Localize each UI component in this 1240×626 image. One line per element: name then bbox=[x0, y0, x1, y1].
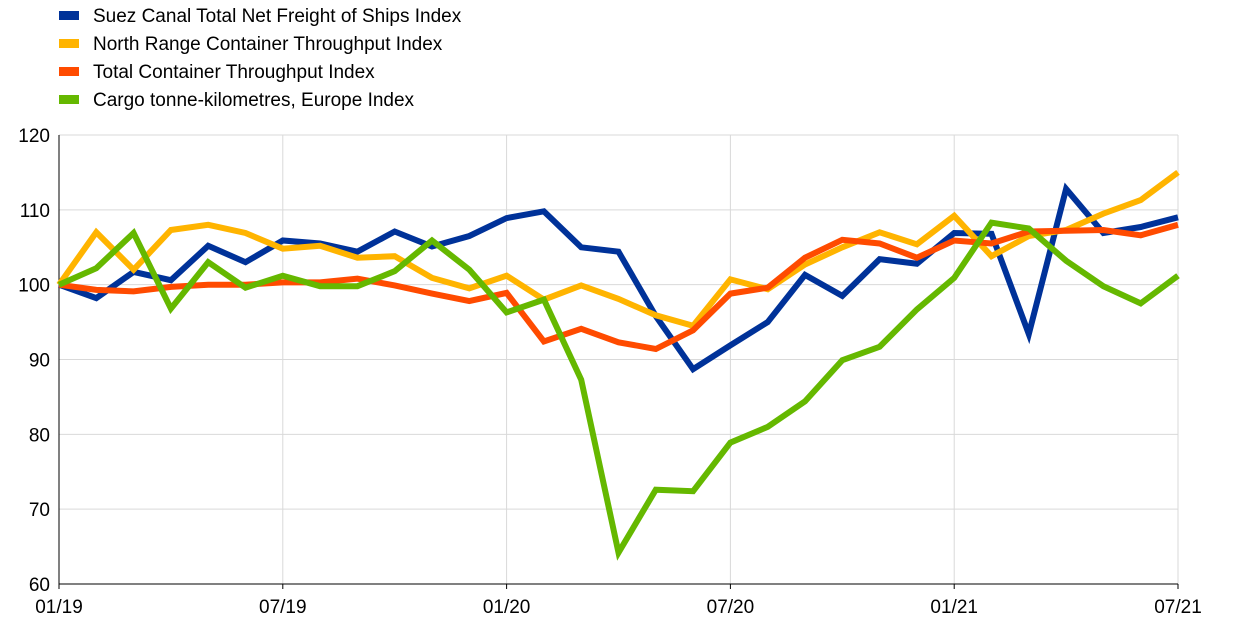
legend-swatch bbox=[59, 95, 79, 104]
chart-legend: Suez Canal Total Net Freight of Ships In… bbox=[59, 6, 462, 111]
chart-tick-labels: 60 70 80 90 100 110 120 01/19 07/19 01/20 07/20 01/… bbox=[18, 126, 1201, 618]
legend-label: Total Container Throughput Index bbox=[93, 62, 375, 83]
x-tick-label: 01/19 bbox=[35, 597, 83, 618]
legend-label: North Range Container Throughput Index bbox=[93, 34, 443, 55]
x-tick-label: 01/20 bbox=[483, 597, 531, 618]
series-line-2 bbox=[56, 169, 1180, 330]
y-tick-label: 120 bbox=[18, 126, 50, 147]
series-line-1 bbox=[57, 182, 1179, 374]
y-tick-label: 90 bbox=[29, 351, 50, 372]
legend-label: Suez Canal Total Net Freight of Ships In… bbox=[93, 6, 462, 27]
x-tick-label: 07/21 bbox=[1154, 597, 1202, 618]
x-tick-label: 07/20 bbox=[707, 597, 755, 618]
y-tick-label: 80 bbox=[29, 425, 50, 446]
x-tick-label: 07/19 bbox=[259, 597, 307, 618]
legend-swatch bbox=[59, 39, 79, 48]
legend-swatch bbox=[59, 11, 79, 20]
chart-grid bbox=[59, 134, 1179, 584]
y-tick-label: 100 bbox=[18, 276, 50, 297]
y-tick-label: 110 bbox=[20, 201, 50, 222]
y-tick-label: 60 bbox=[29, 575, 50, 596]
x-tick-label: 01/21 bbox=[930, 597, 978, 618]
y-tick-label: 70 bbox=[29, 500, 50, 521]
chart-series bbox=[56, 169, 1180, 561]
legend-swatch bbox=[59, 67, 79, 76]
legend-label: Cargo tonne-kilometres, Europe Index bbox=[93, 90, 415, 111]
series-line-4 bbox=[57, 219, 1180, 561]
chart-axes bbox=[58, 135, 1179, 589]
